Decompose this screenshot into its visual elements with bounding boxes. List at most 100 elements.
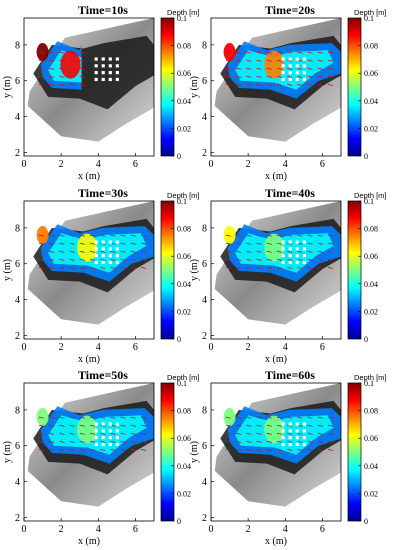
velocity-vector	[69, 75, 75, 78]
velocity-vector	[38, 234, 44, 237]
velocity-vector	[110, 234, 116, 237]
x-tick-label: 6	[133, 159, 138, 170]
inflow-hotspot	[36, 408, 49, 427]
velocity-vector	[327, 83, 334, 86]
velocity-vector	[327, 51, 334, 54]
velocity-vector	[246, 416, 252, 419]
obstacle-block	[281, 77, 285, 82]
obstacle-block	[288, 57, 292, 61]
velocity-vector	[79, 448, 85, 451]
x-tick-label: 0	[22, 342, 27, 353]
velocity-vector	[256, 75, 262, 78]
velocity-vector	[235, 440, 242, 443]
obstacle-block	[115, 254, 119, 258]
y-tick-label: 6	[15, 259, 20, 270]
colorbar-title: Depth [m]	[354, 373, 387, 382]
velocity-vector	[287, 242, 293, 245]
velocity-vector	[266, 258, 272, 261]
velocity-vector	[297, 250, 303, 253]
y-tick-label: 8	[15, 405, 20, 416]
velocity-vector	[100, 250, 106, 253]
velocity-vector	[48, 83, 55, 86]
velocity-vector	[59, 59, 65, 62]
y-tick-label: 4	[15, 477, 20, 488]
y-tick-label: 4	[202, 295, 207, 306]
velocity-vector	[317, 440, 323, 443]
velocity-vector	[59, 83, 65, 86]
obstacle-block	[101, 260, 105, 265]
velocity-vector	[100, 266, 106, 269]
velocity-vector	[246, 424, 252, 427]
velocity-vector	[235, 234, 242, 237]
obstacle-block	[302, 71, 306, 75]
velocity-vector	[130, 416, 136, 419]
velocity-vector	[266, 416, 272, 419]
velocity-vector	[287, 75, 293, 78]
velocity-vector	[287, 266, 293, 269]
velocity-vector	[297, 448, 303, 451]
velocity-vector	[317, 424, 323, 427]
velocity-vector	[266, 250, 272, 253]
colorbar	[160, 382, 175, 522]
velocity-vector	[317, 67, 323, 70]
velocity-vector	[307, 416, 313, 419]
x-tick-label: 6	[133, 524, 138, 535]
velocity-vector	[110, 258, 116, 261]
obstacle-block	[281, 240, 285, 244]
y-tick-label: 4	[202, 477, 207, 488]
y-tick-label: 8	[202, 40, 207, 51]
velocity-vector	[225, 83, 231, 86]
obstacle-block	[281, 436, 285, 440]
x-tick-label: 2	[59, 159, 64, 170]
colorbar-tick-label: 0.1	[177, 14, 187, 23]
obstacle-block	[281, 429, 285, 433]
colorbar-tick-label: 0.04	[177, 462, 191, 471]
x-tick-label: 2	[246, 159, 251, 170]
velocity-vector	[246, 67, 252, 70]
velocity-vector	[79, 59, 85, 62]
velocity-vector	[297, 51, 303, 54]
obstacle-block	[281, 247, 285, 251]
velocity-vector	[120, 234, 126, 237]
velocity-vector	[256, 67, 262, 70]
velocity-vector	[256, 83, 262, 86]
velocity-vector	[327, 448, 334, 451]
velocity-vector	[79, 67, 85, 70]
colorbar-tick-label: 0.02	[177, 307, 191, 316]
velocity-vector	[256, 266, 262, 269]
velocity-vector	[89, 266, 96, 269]
velocity-vector	[110, 432, 116, 435]
velocity-vector	[317, 83, 323, 86]
panel-title: Time=40s	[265, 186, 315, 200]
velocity-vector	[79, 234, 85, 237]
velocity-vector	[297, 234, 303, 237]
y-tick-label: 2	[202, 513, 207, 524]
velocity-vector	[130, 448, 136, 451]
x-axis-label: x (m)	[78, 171, 100, 182]
velocity-vector	[59, 242, 65, 245]
obstacle-block	[302, 247, 306, 251]
velocity-vector	[225, 440, 231, 443]
obstacle-block	[115, 64, 119, 68]
obstacle-block	[115, 436, 119, 440]
panel-title: Time=20s	[265, 3, 315, 17]
axes-frame	[210, 17, 342, 157]
velocity-vector	[246, 234, 252, 237]
velocity-vector	[130, 266, 136, 269]
velocity-vector	[235, 258, 242, 261]
velocity-vector	[235, 448, 242, 451]
y-tick-label: 2	[202, 331, 207, 342]
colorbar-tick-label: 0.08	[177, 42, 191, 51]
x-tick-label: 4	[96, 524, 101, 535]
x-tick-label: 4	[283, 524, 288, 535]
colorbar-tick-label: 0.04	[177, 97, 191, 106]
colorbar-tick-label: 0	[177, 335, 181, 344]
velocity-vector	[256, 51, 262, 54]
velocity-vector	[38, 424, 44, 427]
velocity-vector	[317, 75, 323, 78]
velocity-vector	[256, 432, 262, 435]
y-tick-label: 6	[15, 441, 20, 452]
velocity-vector	[256, 242, 262, 245]
